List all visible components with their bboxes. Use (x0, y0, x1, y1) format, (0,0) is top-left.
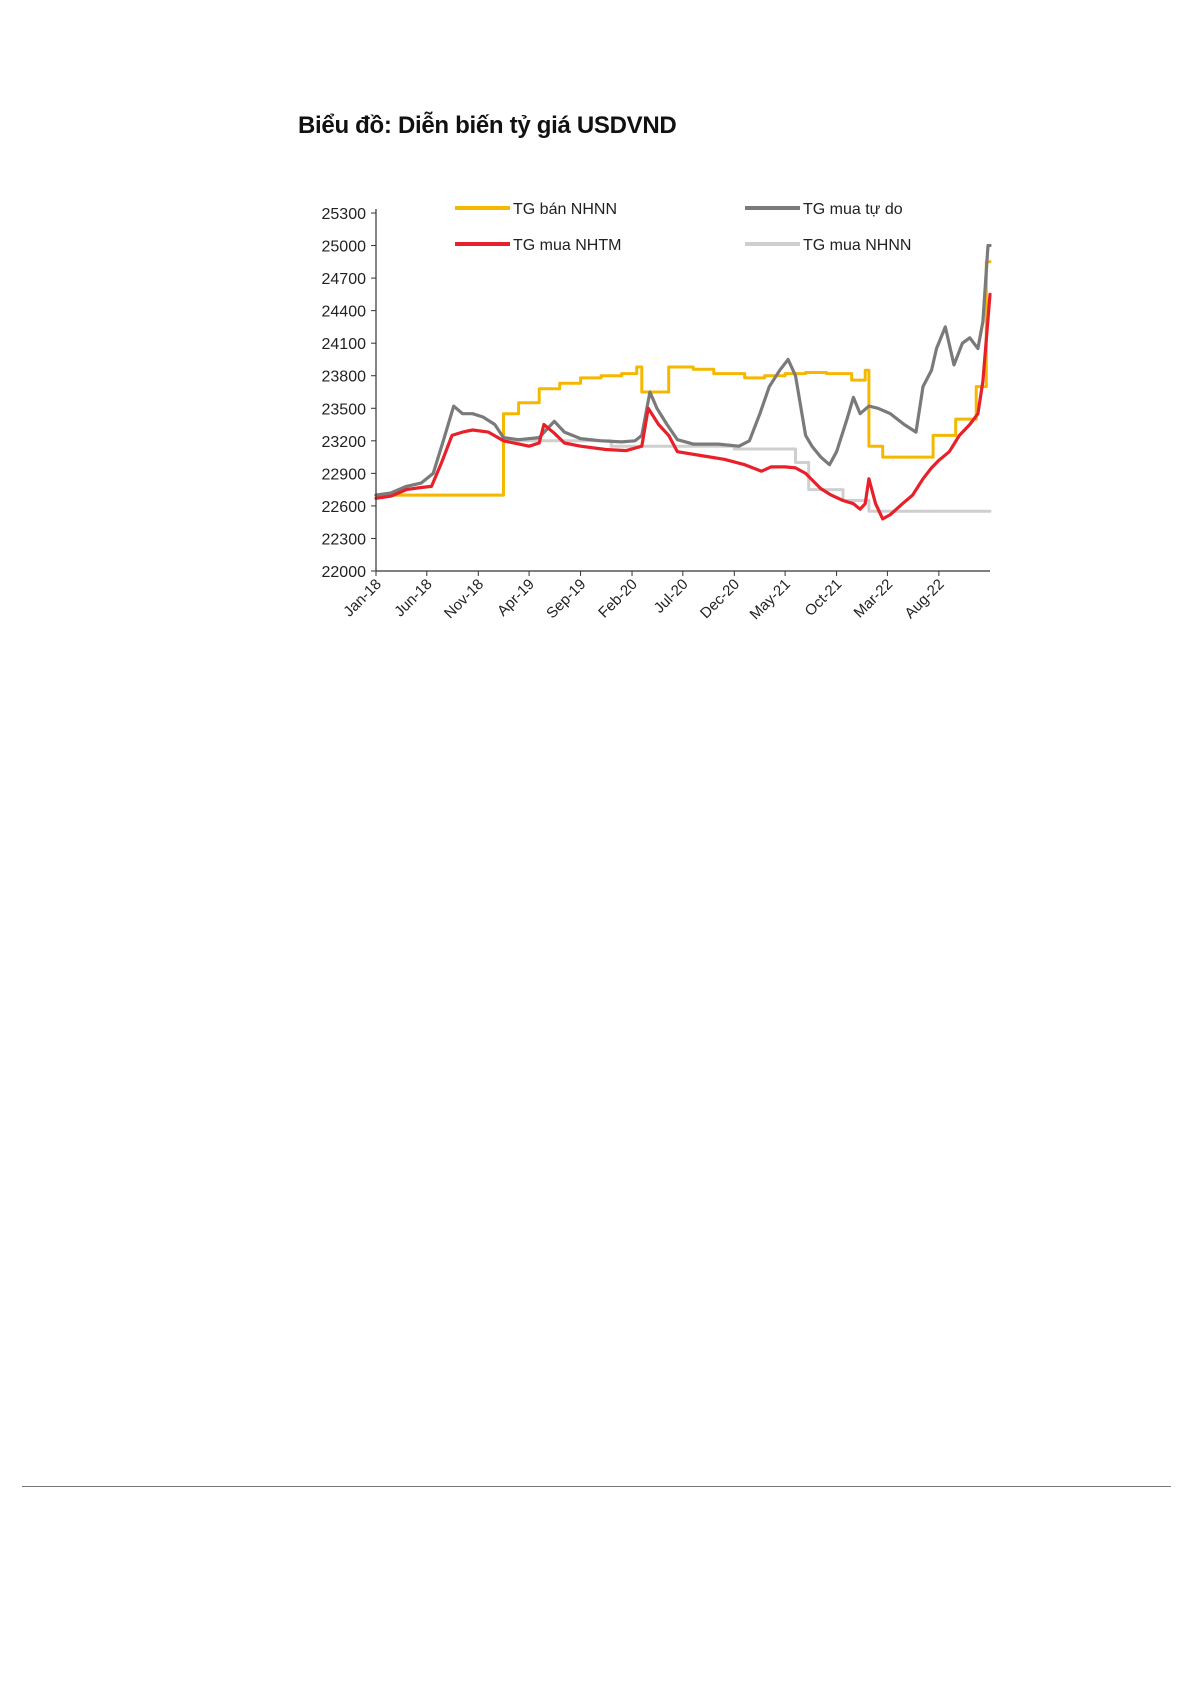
y-tick-label: 24700 (322, 271, 367, 288)
x-tick-label: Feb-20 (595, 576, 641, 622)
x-tick-label: Jan-18 (340, 576, 384, 620)
x-tick-label: Mar-22 (851, 576, 897, 622)
y-tick-label: 22300 (322, 531, 367, 548)
legend: TG bán NHNN TG mua tự do TG mua NHTM TG mua… (455, 201, 911, 254)
y-tick-label: 22600 (322, 499, 367, 516)
x-tick-label: Sep-19 (543, 576, 589, 622)
series-line-tg-mua-tu-do (374, 243, 992, 497)
legend-label-tg-mua-nhtm: TG mua NHTM (513, 237, 621, 254)
x-tick-label: Jun-18 (391, 576, 435, 620)
y-tick-label: 23200 (322, 434, 367, 451)
y-tick-label: 24400 (322, 304, 367, 321)
chart-title: Biểu đồ: Diễn biến tỷ giá USDVND (298, 112, 677, 139)
series-line-tg-ban-nhnn (374, 260, 992, 497)
x-tick-label: Aug-22 (901, 576, 947, 622)
series-line-tg-mua-nhtm (374, 292, 992, 521)
legend-label-tg-ban-nhnn: TG bán NHNN (513, 201, 617, 218)
y-tick-label: 22000 (322, 564, 367, 581)
x-tick-label: Jul-20 (651, 576, 692, 617)
x-tick-label: Oct-21 (802, 576, 846, 620)
y-tick-label: 23500 (322, 401, 367, 418)
x-tick-label: Apr-19 (494, 576, 538, 620)
x-tick-label: May-21 (747, 576, 794, 623)
y-tick-label: 22900 (322, 466, 367, 483)
legend-label-tg-mua-tu-do: TG mua tự do (803, 201, 903, 218)
footer-divider (22, 1486, 1171, 1487)
x-tick-label: Dec-20 (697, 576, 743, 622)
line-chart: 25300 25000 24700 24400 24100 23800 23500 23200… (322, 201, 992, 623)
legend-label-tg-mua-nhnn: TG mua NHNN (803, 237, 911, 254)
series-layer (374, 243, 992, 521)
y-tick-label: 25000 (322, 239, 367, 256)
y-tick-label: 24100 (322, 336, 367, 353)
y-tick-label: 23800 (322, 369, 367, 386)
x-tick-label: Nov-18 (441, 576, 487, 622)
y-tick-label: 25300 (322, 206, 367, 223)
